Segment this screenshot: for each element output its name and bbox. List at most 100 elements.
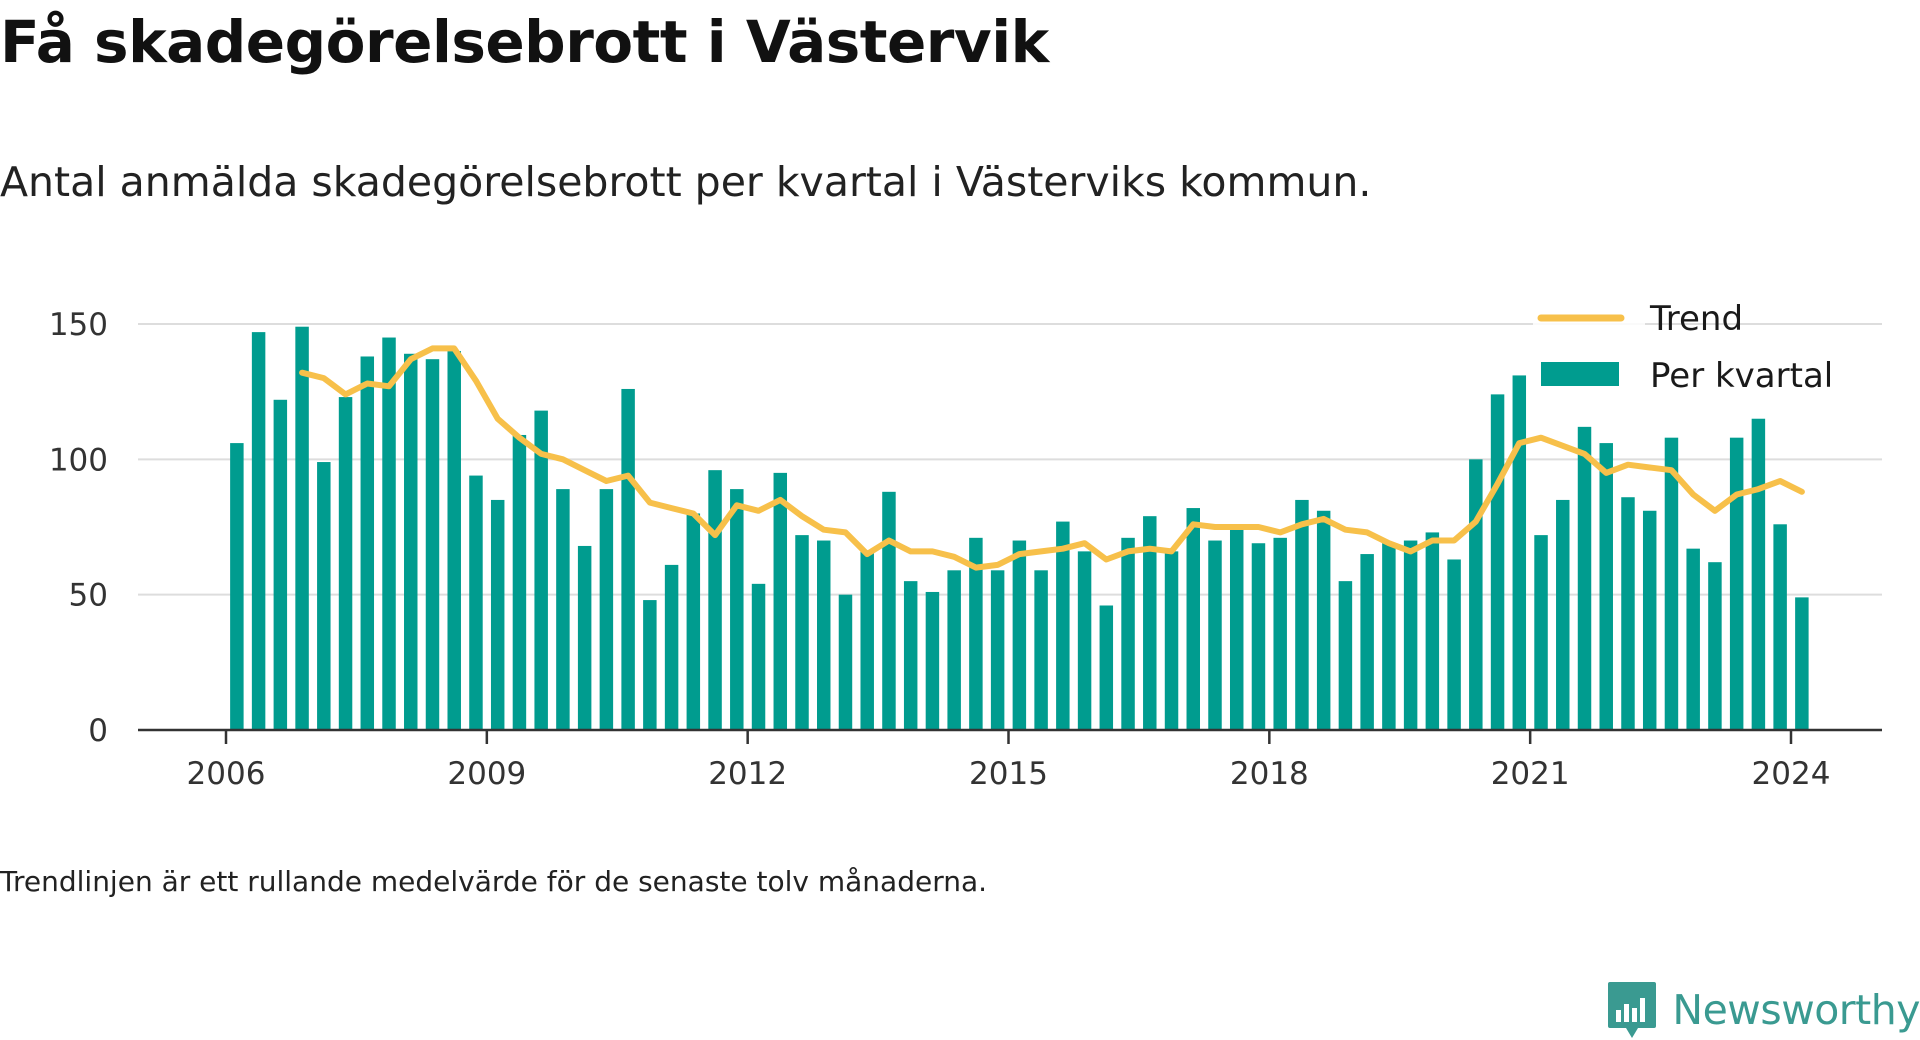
quarterly-vandalism-chart: 0 50 100 150 2006 2009 2012 2015 2018 2021 2024 T… <box>49 284 1882 792</box>
bar-2006-Q4 <box>295 326 309 730</box>
bar-2009-Q2 <box>512 434 527 730</box>
bar-2014-Q4 <box>990 570 1005 730</box>
bar-2010-Q2 <box>599 489 614 730</box>
legend-bars-label: Per kvartal <box>1650 356 1833 396</box>
bar-2015-Q3 <box>1056 521 1070 730</box>
bar-2011-Q2 <box>686 513 701 730</box>
bar-2020-Q2 <box>1469 459 1483 730</box>
bar-2018-Q4 <box>1338 581 1353 730</box>
bar-2009-Q3 <box>534 410 548 730</box>
bar-2018-Q2 <box>1295 499 1309 730</box>
legend-background <box>1533 284 1645 372</box>
bar-2014-Q3 <box>969 537 983 730</box>
bar-2022-Q2 <box>1642 510 1657 730</box>
footnote: Trendlinjen är ett rullande medelvärde f… <box>0 865 988 898</box>
x-tick-label: 2006 <box>187 756 266 792</box>
bar-2011-Q4 <box>730 489 744 730</box>
newsworthy-logo: Newsworthy <box>1590 980 1920 1040</box>
bar-2007-Q1 <box>317 462 331 730</box>
x-tick-label: 2012 <box>708 756 787 792</box>
bar-2010-Q1 <box>577 545 592 730</box>
trend-line <box>299 345 1805 571</box>
bar-2012-Q2 <box>773 472 788 730</box>
bar-2024-Q1 <box>1795 597 1809 730</box>
chart-subtitle: Antal anmälda skadegörelsebrott per kvar… <box>0 158 1372 206</box>
bar-2015-Q2 <box>1034 570 1048 730</box>
x-axis-ticks: 2006 2009 2012 2015 2018 2021 2024 <box>187 730 1831 792</box>
bar-2020-Q4 <box>1512 375 1527 730</box>
legend-trend-label: Trend <box>1649 299 1743 339</box>
x-tick-label: 2009 <box>447 756 526 792</box>
x-tick-label: 2018 <box>1230 756 1309 792</box>
bar-2019-Q2 <box>1382 543 1396 730</box>
newsworthy-bar-chart-icon <box>1608 982 1657 1038</box>
bar-2009-Q1 <box>490 499 505 730</box>
bar-2017-Q4 <box>1251 543 1266 730</box>
bar-2013-Q3 <box>882 491 896 730</box>
bar-2015-Q4 <box>1077 551 1092 730</box>
bar-2010-Q3 <box>621 388 635 730</box>
bar-2017-Q3 <box>1229 529 1244 730</box>
bar-2014-Q1 <box>925 591 940 730</box>
bar-2014-Q2 <box>947 570 961 730</box>
x-tick-label: 2021 <box>1491 756 1570 792</box>
bar-2022-Q1 <box>1621 497 1635 730</box>
bar-2013-Q2 <box>860 551 874 730</box>
bar-2016-Q3 <box>1143 516 1157 730</box>
bar-2006-Q1 <box>230 443 244 730</box>
bar-2023-Q1 <box>1708 562 1722 730</box>
bar-2020-Q1 <box>1447 559 1461 730</box>
bar-2020-Q3 <box>1490 394 1505 730</box>
legend-bars-swatch <box>1541 362 1619 386</box>
bar-2012-Q1 <box>751 583 766 730</box>
bar-2023-Q3 <box>1751 418 1766 730</box>
bar-2021-Q3 <box>1577 426 1592 730</box>
bar-2008-Q2 <box>425 359 440 730</box>
bar-2013-Q4 <box>903 581 918 730</box>
bar-2021-Q4 <box>1599 443 1613 730</box>
bar-2012-Q3 <box>795 535 809 730</box>
bar-2022-Q3 <box>1664 437 1679 730</box>
bar-2010-Q4 <box>643 600 657 730</box>
bar-2006-Q3 <box>273 399 288 730</box>
trend-line-group <box>299 345 1805 571</box>
bar-2016-Q4 <box>1164 551 1179 730</box>
bar-2023-Q4 <box>1773 524 1787 730</box>
bar-2019-Q3 <box>1403 540 1418 730</box>
bar-2007-Q2 <box>338 397 353 730</box>
bars-per-kvartal <box>230 326 1809 730</box>
bar-2018-Q3 <box>1316 510 1331 730</box>
x-tick-label: 2024 <box>1752 756 1831 792</box>
bar-2016-Q2 <box>1121 537 1135 730</box>
bar-2011-Q3 <box>708 470 722 730</box>
bar-2007-Q3 <box>360 356 375 730</box>
bar-2008-Q3 <box>447 351 461 730</box>
bar-2021-Q1 <box>1534 535 1548 730</box>
legend: Trend Per kvartal <box>1533 284 1833 396</box>
bar-2006-Q2 <box>251 332 266 730</box>
bar-2011-Q1 <box>664 564 679 730</box>
bar-2012-Q4 <box>817 540 831 730</box>
chart-title: Få skadegörelsebrott i Västervik <box>0 8 1049 76</box>
x-tick-label: 2015 <box>969 756 1048 792</box>
bar-2009-Q4 <box>556 489 570 730</box>
bar-2013-Q1 <box>838 594 853 730</box>
bar-2008-Q4 <box>469 475 483 730</box>
bar-2018-Q1 <box>1273 537 1287 730</box>
bar-2016-Q1 <box>1099 605 1114 730</box>
y-tick-label: 0 <box>88 713 108 749</box>
bar-2019-Q4 <box>1425 532 1440 730</box>
bar-2008-Q1 <box>404 353 418 730</box>
bar-2015-Q1 <box>1012 540 1027 730</box>
y-tick-label: 150 <box>49 307 108 343</box>
bar-2019-Q1 <box>1360 554 1374 730</box>
brand-name: Newsworthy <box>1672 986 1920 1034</box>
bar-2021-Q2 <box>1556 499 1570 730</box>
y-axis-ticks: 0 50 100 150 <box>49 307 108 749</box>
bar-2022-Q4 <box>1686 548 1700 730</box>
bar-2007-Q4 <box>382 337 396 730</box>
y-tick-label: 100 <box>49 442 108 478</box>
bar-2017-Q1 <box>1186 508 1200 730</box>
bar-2023-Q2 <box>1729 437 1744 730</box>
bar-2017-Q2 <box>1208 540 1222 730</box>
